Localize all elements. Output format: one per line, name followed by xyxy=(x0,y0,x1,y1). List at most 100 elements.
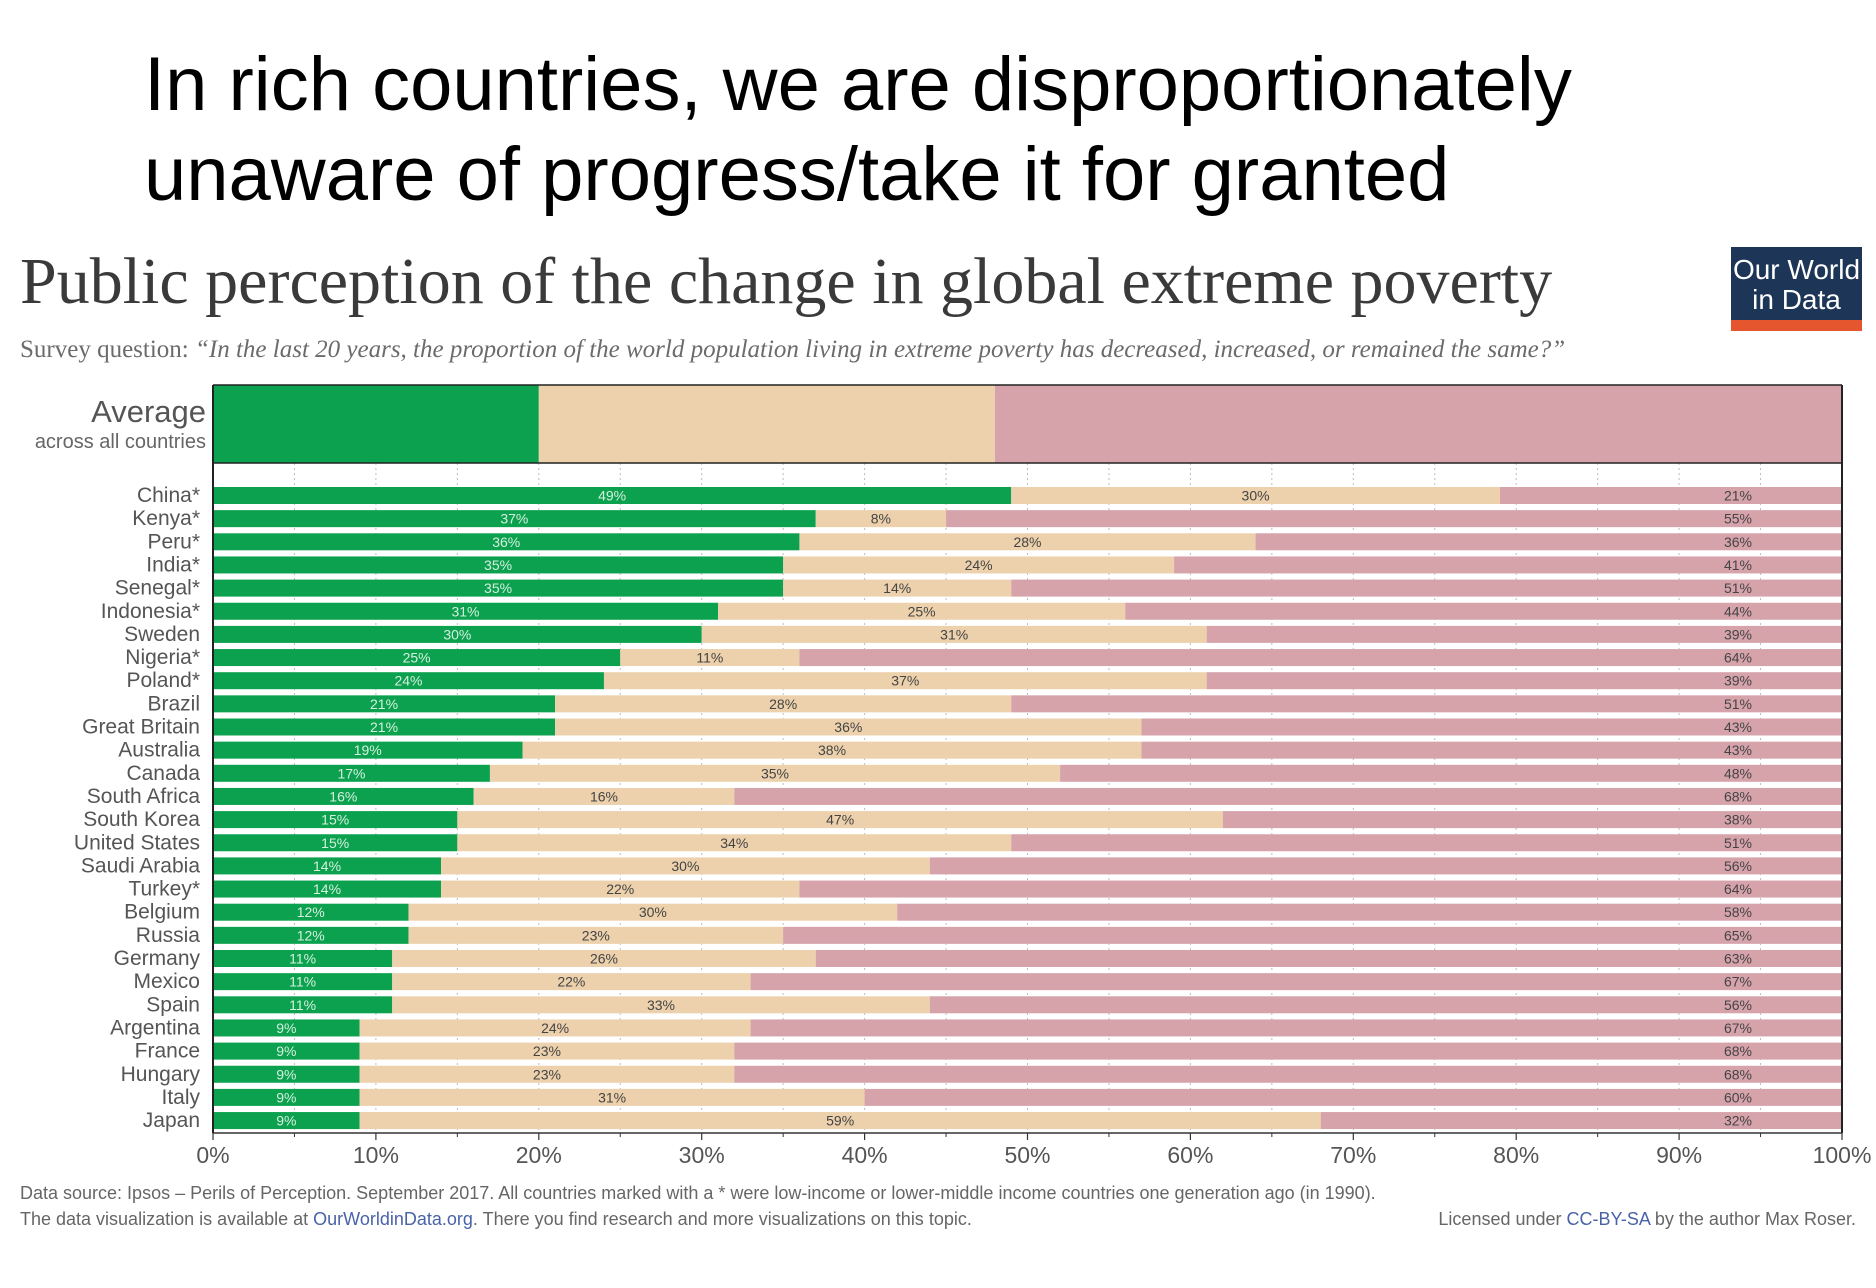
category-label: Senegal* xyxy=(115,577,200,600)
data-label: 15% xyxy=(321,835,349,851)
data-label: 55% xyxy=(1724,511,1752,527)
average-same-line1: 28% wrongly answered that the share in e… xyxy=(547,402,928,422)
data-label: 9% xyxy=(276,1020,296,1036)
bar-same xyxy=(408,903,898,921)
bar-same xyxy=(359,1019,751,1037)
logo-line-2: in Data xyxy=(1752,284,1841,315)
bar-same xyxy=(603,672,1207,690)
data-label: 25% xyxy=(908,603,936,619)
x-tick-label: 30% xyxy=(679,1142,725,1168)
bar-increased xyxy=(1206,672,1842,690)
average-increased-line1: The majority – 52% – wrongly answered th… xyxy=(1033,402,1409,422)
bar-same xyxy=(1011,487,1500,504)
data-label: 22% xyxy=(606,881,634,897)
x-tick-label: 90% xyxy=(1656,1142,1702,1168)
category-label: Japan xyxy=(143,1109,200,1132)
category-label: Indonesia* xyxy=(101,600,200,623)
survey-question: “In the last 20 years, the proportion of… xyxy=(195,336,1566,363)
data-label: 30% xyxy=(639,904,667,920)
footer-visualization: The data visualization is available at O… xyxy=(20,1209,972,1229)
data-label: 28% xyxy=(1013,534,1041,550)
bar-decreased xyxy=(213,1065,360,1083)
data-label: 41% xyxy=(1724,557,1752,573)
owid-link[interactable]: OurWorldinData.org xyxy=(313,1209,473,1229)
x-tick-label: 50% xyxy=(1004,1142,1050,1168)
bar-increased xyxy=(1222,811,1842,829)
bar-decreased xyxy=(213,718,556,736)
data-label: 12% xyxy=(297,927,325,943)
bar-decreased xyxy=(213,880,442,898)
bar-same xyxy=(392,996,930,1014)
bar-increased xyxy=(799,649,1843,667)
data-label: 11% xyxy=(289,974,316,990)
footer-source: Data source: Ipsos – Perils of Perceptio… xyxy=(20,1183,1376,1203)
x-tick-label: 70% xyxy=(1330,1142,1376,1168)
data-label: 12% xyxy=(297,904,325,920)
data-label: 43% xyxy=(1724,719,1752,735)
data-label: 21% xyxy=(370,696,398,712)
data-label: 35% xyxy=(761,765,789,781)
bar-same xyxy=(783,556,1175,574)
bar-decreased xyxy=(213,1112,360,1130)
data-label: 68% xyxy=(1724,788,1752,804)
bar-increased xyxy=(1011,834,1842,852)
bar-increased xyxy=(1060,764,1842,782)
data-label: 17% xyxy=(337,765,365,781)
data-label: 25% xyxy=(403,650,431,666)
category-label: Saudi Arabia xyxy=(81,854,200,877)
data-label: 30% xyxy=(1242,488,1270,504)
our-world-in-data-logo[interactable]: Our World in Data xyxy=(1731,247,1862,331)
average-increased-line2: share living in extreme poverty has incr… xyxy=(1033,424,1396,444)
data-label: 9% xyxy=(276,1089,296,1105)
category-label: France xyxy=(135,1040,200,1063)
data-label: 15% xyxy=(321,812,349,828)
bar-increased xyxy=(1499,487,1842,504)
data-label: 67% xyxy=(1724,1020,1752,1036)
bar-increased xyxy=(783,926,1842,944)
bar-same xyxy=(555,695,1012,713)
footer-license: Licensed under CC-BY-SA by the author Ma… xyxy=(1438,1209,1856,1229)
bar-decreased xyxy=(213,834,458,852)
bar-decreased xyxy=(213,625,702,643)
average-decreased-line2: living in extreme poverty decreased. xyxy=(222,424,508,444)
category-label: Kenya* xyxy=(132,507,200,530)
average-decreased-line1: 20% correctly answered that the share xyxy=(222,402,521,422)
data-label: 24% xyxy=(394,673,422,689)
data-label: 9% xyxy=(276,1043,296,1059)
category-label: Canada xyxy=(126,762,200,785)
category-label: China* xyxy=(137,484,200,507)
bar-increased xyxy=(1141,718,1842,736)
data-label: 33% xyxy=(647,997,675,1013)
average-sublabel: across all countries xyxy=(34,431,206,453)
data-label: 11% xyxy=(289,997,316,1013)
data-label: 9% xyxy=(276,1113,296,1129)
logo-accent-bar xyxy=(1731,320,1862,331)
category-label: Great Britain xyxy=(82,716,200,739)
headline: In rich countries, we are disproportiona… xyxy=(144,40,1794,220)
category-label: Italy xyxy=(161,1086,200,1109)
data-label: 44% xyxy=(1724,603,1752,619)
x-tick-label: 100% xyxy=(1813,1142,1872,1168)
data-label: 26% xyxy=(590,951,618,967)
bar-decreased xyxy=(213,579,784,597)
chart-title: Public perception of the change in globa… xyxy=(20,245,1553,318)
bar-decreased xyxy=(213,1088,360,1106)
data-label: 64% xyxy=(1724,650,1752,666)
bar-same xyxy=(489,764,1061,782)
bar-increased xyxy=(897,903,1842,921)
category-label: Mexico xyxy=(133,970,200,993)
bar-decreased xyxy=(213,695,556,713)
data-label: 14% xyxy=(313,858,341,874)
x-tick-label: 40% xyxy=(842,1142,888,1168)
data-label: 30% xyxy=(671,858,699,874)
license-link[interactable]: CC-BY-SA xyxy=(1566,1209,1650,1229)
x-tick-label: 0% xyxy=(196,1142,229,1168)
headline-line-1: In rich countries, we are disproportiona… xyxy=(144,42,1572,127)
bar-same xyxy=(783,579,1012,597)
data-label: 37% xyxy=(500,511,528,527)
bar-increased xyxy=(815,950,1842,967)
data-label: 43% xyxy=(1724,742,1752,758)
bar-decreased xyxy=(213,857,442,875)
bar-increased xyxy=(864,1088,1842,1106)
category-label: South Africa xyxy=(87,785,201,808)
